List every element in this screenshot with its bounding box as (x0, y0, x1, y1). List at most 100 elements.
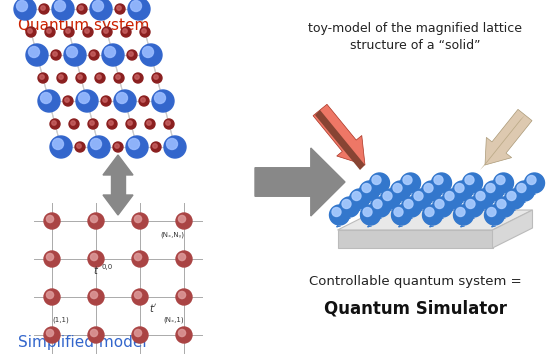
Circle shape (52, 138, 63, 150)
Circle shape (78, 75, 82, 79)
Circle shape (464, 197, 483, 217)
Circle shape (88, 213, 104, 229)
Circle shape (38, 73, 48, 83)
Circle shape (77, 4, 87, 14)
Circle shape (107, 119, 117, 129)
Polygon shape (313, 104, 365, 165)
Circle shape (483, 181, 503, 201)
Circle shape (383, 191, 392, 201)
Circle shape (139, 96, 149, 106)
Text: $t$: $t$ (93, 264, 99, 276)
Circle shape (176, 251, 192, 267)
Circle shape (411, 189, 432, 209)
Circle shape (494, 197, 514, 217)
Circle shape (134, 253, 141, 261)
Circle shape (16, 0, 28, 12)
Circle shape (134, 329, 141, 337)
Circle shape (465, 175, 474, 185)
Circle shape (115, 4, 125, 14)
Circle shape (167, 138, 178, 150)
Circle shape (362, 183, 371, 193)
Circle shape (390, 181, 410, 201)
Circle shape (69, 119, 79, 129)
Circle shape (463, 173, 482, 193)
Circle shape (352, 191, 361, 201)
Circle shape (44, 213, 60, 229)
Circle shape (90, 0, 112, 20)
Circle shape (425, 207, 434, 217)
Text: $t'$: $t'$ (149, 302, 157, 314)
Circle shape (26, 27, 36, 37)
Circle shape (421, 181, 442, 201)
Circle shape (140, 27, 150, 37)
Circle shape (493, 173, 514, 193)
Circle shape (88, 327, 104, 343)
Circle shape (116, 75, 120, 79)
Polygon shape (103, 155, 133, 175)
Circle shape (77, 144, 81, 148)
Circle shape (164, 136, 186, 158)
Circle shape (128, 121, 132, 125)
Circle shape (41, 92, 52, 103)
Circle shape (92, 0, 103, 12)
Circle shape (115, 144, 119, 148)
Circle shape (83, 27, 93, 37)
Circle shape (97, 75, 101, 79)
Circle shape (371, 197, 390, 217)
Circle shape (64, 44, 86, 66)
Circle shape (103, 98, 107, 102)
Circle shape (147, 121, 151, 125)
Circle shape (63, 96, 73, 106)
Circle shape (65, 98, 69, 102)
Circle shape (57, 73, 67, 83)
Circle shape (142, 47, 153, 58)
Polygon shape (103, 195, 133, 215)
Circle shape (176, 213, 192, 229)
Circle shape (52, 121, 56, 125)
Circle shape (52, 0, 74, 20)
Circle shape (432, 173, 452, 193)
Circle shape (29, 47, 40, 58)
Circle shape (132, 213, 148, 229)
Circle shape (349, 189, 370, 209)
Circle shape (153, 144, 157, 148)
Circle shape (14, 0, 36, 20)
Circle shape (487, 207, 496, 217)
Circle shape (527, 175, 536, 185)
Circle shape (339, 197, 360, 217)
Circle shape (104, 29, 108, 33)
Circle shape (130, 0, 141, 12)
Circle shape (101, 96, 111, 106)
Circle shape (141, 98, 145, 102)
Circle shape (123, 29, 127, 33)
Text: Controllable quantum system =: Controllable quantum system = (309, 275, 521, 288)
Circle shape (486, 183, 495, 193)
Circle shape (95, 73, 105, 83)
Circle shape (154, 75, 158, 79)
Circle shape (90, 215, 97, 223)
Circle shape (50, 136, 72, 158)
Circle shape (394, 207, 403, 217)
Circle shape (109, 121, 113, 125)
Circle shape (140, 44, 162, 66)
Circle shape (342, 199, 351, 209)
Circle shape (41, 6, 45, 10)
Circle shape (496, 175, 505, 185)
Text: toy-model of the magnified lattice
structure of a “solid”: toy-model of the magnified lattice struc… (308, 22, 522, 52)
Circle shape (456, 207, 465, 217)
Circle shape (176, 327, 192, 343)
Circle shape (392, 205, 411, 225)
Circle shape (424, 183, 433, 193)
Circle shape (46, 329, 53, 337)
Circle shape (46, 253, 53, 261)
Circle shape (400, 173, 421, 193)
Circle shape (443, 189, 463, 209)
Circle shape (88, 289, 104, 305)
Circle shape (114, 90, 136, 112)
Circle shape (121, 27, 131, 37)
Circle shape (134, 215, 141, 223)
Circle shape (114, 73, 124, 83)
Circle shape (372, 175, 381, 185)
Circle shape (132, 327, 148, 343)
Circle shape (47, 29, 51, 33)
